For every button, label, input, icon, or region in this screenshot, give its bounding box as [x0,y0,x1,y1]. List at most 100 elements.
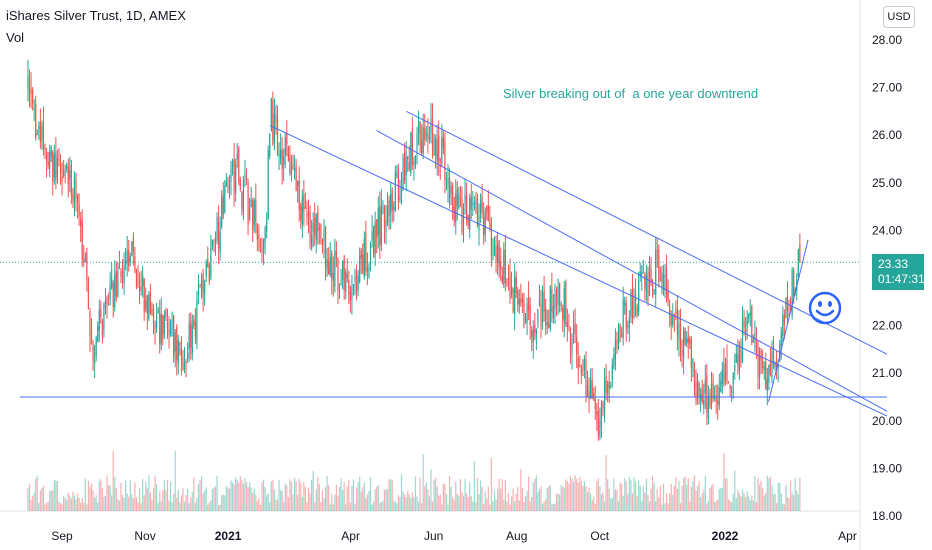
volume-bar [427,489,429,511]
volume-bar [222,494,224,511]
candle-body [270,98,272,131]
volume-bar [641,501,643,511]
candle-body [140,286,142,292]
candle-body [438,135,440,163]
candle-body [390,193,392,214]
candle-body [625,303,627,329]
volume-bar [90,483,93,511]
volume-bar [340,478,342,511]
volume-bar [529,501,531,511]
volume-bar [83,502,85,511]
candle-body [735,352,737,363]
volume-bar [145,481,147,511]
candle-body [541,292,544,323]
volume-bar [208,502,210,511]
candle-body [199,284,201,287]
candle-body [520,298,522,303]
x-tick-label: 2022 [712,529,739,543]
volume-bar [148,475,150,511]
currency-button[interactable]: USD [883,6,915,28]
volume-bar [137,502,139,511]
x-tick-label: Nov [134,529,155,543]
volume-bar [624,478,626,511]
candle-body [610,385,612,388]
volume-bar [583,480,586,511]
volume-bar [266,495,268,511]
volume-bar [560,485,562,511]
volume-bar [363,482,365,511]
candle-body [81,221,83,261]
volume-bar [290,481,293,511]
candle-body [531,330,533,337]
volume-bar [30,499,32,511]
candle-body [613,354,615,367]
candle-body [388,200,390,216]
volume-bar [214,486,217,511]
volume-bar [726,478,728,511]
candle-body [185,361,187,363]
volume-bar [104,495,107,511]
volume-bar [681,485,683,511]
candle-body [355,272,358,293]
candle-body [227,184,229,187]
candle-body [500,261,502,271]
candle-body [262,238,265,250]
volume-bar [772,494,775,511]
volume-bar [97,502,99,511]
volume-bar [757,478,759,511]
candle-body [755,338,758,350]
candle-body [373,225,375,258]
volume-bar [621,484,623,511]
candle-body [106,296,108,305]
candle-body [123,265,125,284]
volume-bar [118,500,121,511]
volume-bar [59,503,62,511]
volume-bar [84,478,86,511]
candle-body [301,196,303,225]
volume-bar [39,490,41,511]
candle-body [543,290,545,312]
volume-bar [140,503,142,511]
volume-bar [617,501,620,511]
candle-body [600,402,603,426]
candle-body [765,362,767,390]
volume-bar [548,486,550,511]
candle-body [83,260,85,262]
candle-body [129,255,131,262]
candle-body [42,122,45,148]
volume-bar [683,478,685,511]
volume-bar [656,489,658,511]
volume-bar [269,502,271,511]
volume-bar [346,486,348,511]
candle-body [669,306,671,315]
candle-body [644,273,646,289]
candle-body [788,304,790,306]
volume-bar [390,479,392,511]
candle-body [58,158,60,161]
volume-bar [309,493,311,511]
candle-body [328,261,330,275]
volume-bar [236,479,238,511]
candle-body [576,337,578,355]
candle-body [729,385,731,390]
volume-bar [439,494,441,511]
candle-body [80,218,82,227]
candle-body [655,250,657,296]
volume-bar [517,486,519,511]
volume-bar [428,496,431,511]
volume-bar [293,477,296,511]
volume-bar [438,495,440,511]
candle-body [100,308,102,318]
volume-bar [503,499,505,511]
volume-bar [700,497,702,511]
volume-bar [675,477,677,511]
candle-body [151,309,153,314]
candle-body [514,275,516,314]
volume-bar [300,482,302,511]
volume-bar [555,493,558,511]
volume-bar [776,503,778,511]
volume-bar [182,488,184,511]
candle-body [173,315,175,358]
volume-bar [73,495,76,511]
